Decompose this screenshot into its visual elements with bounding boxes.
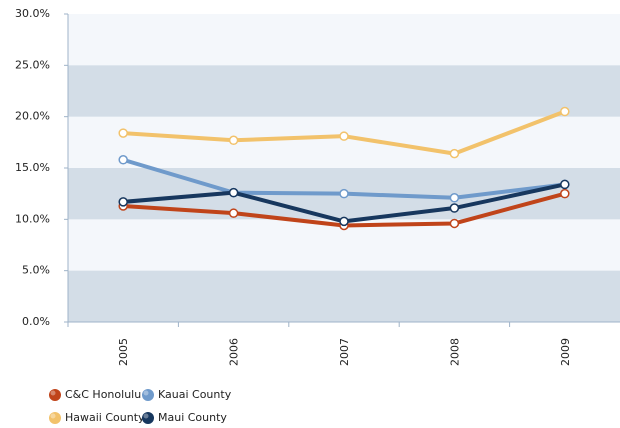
data-point — [560, 179, 570, 190]
data-point — [449, 193, 460, 203]
data-point — [560, 106, 570, 117]
data-point — [339, 131, 349, 141]
legend-swatch — [49, 412, 61, 424]
y-tick-label: 30.0% — [15, 7, 50, 20]
data-point — [560, 188, 570, 199]
y-tick-label: 5.0% — [22, 264, 50, 277]
legend-label: Hawaii County — [65, 411, 145, 424]
grid-band — [68, 65, 620, 117]
data-point — [339, 188, 349, 199]
x-tick-label: 2009 — [559, 338, 572, 366]
x-tick-label: 2006 — [228, 338, 241, 366]
x-tick-label: 2007 — [338, 338, 351, 366]
legend-label: C&C Honolulu — [65, 388, 141, 401]
data-point — [339, 216, 349, 227]
legend-label: Kauai County — [158, 388, 232, 401]
y-tick-label: 15.0% — [15, 161, 50, 174]
data-point — [228, 187, 239, 198]
data-point — [228, 208, 239, 218]
y-tick-label: 25.0% — [15, 58, 50, 71]
legend-swatch-shine — [50, 390, 56, 396]
data-point — [118, 197, 128, 207]
legend-swatch-shine — [143, 413, 149, 419]
data-point — [118, 128, 128, 138]
data-point — [228, 135, 239, 146]
legend-swatch-shine — [143, 390, 149, 396]
y-tick-label: 10.0% — [15, 212, 50, 225]
y-tick-label: 0.0% — [22, 315, 50, 328]
grid-band — [68, 270, 620, 322]
data-point — [449, 203, 460, 213]
legend-swatch — [142, 412, 154, 424]
data-point — [449, 148, 460, 159]
legend-swatch — [142, 389, 154, 401]
data-point — [449, 218, 460, 229]
x-tick-label: 2005 — [117, 338, 130, 366]
data-point — [118, 155, 128, 165]
x-tick-label: 2008 — [448, 338, 461, 366]
legend-swatch — [49, 389, 61, 401]
legend-swatch-shine — [50, 413, 56, 419]
legend-label: Maui County — [158, 411, 227, 424]
y-tick-label: 20.0% — [15, 110, 50, 123]
